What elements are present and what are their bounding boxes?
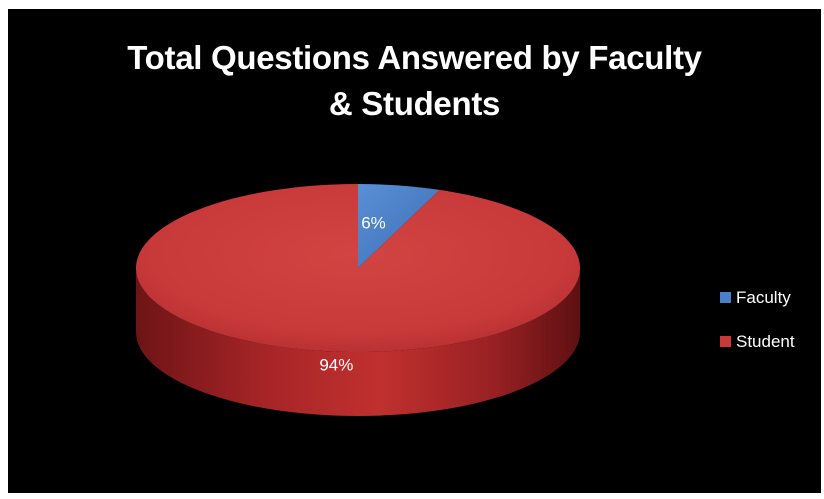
pie-side (136, 268, 580, 416)
chart-title-line-2: & Students (328, 85, 501, 122)
legend-swatch-faculty (720, 292, 731, 303)
pie-slice-faculty (358, 184, 440, 268)
legend-label-student: Student (736, 331, 795, 351)
legend: Faculty Student (720, 287, 795, 375)
data-label-faculty: 6% (361, 214, 386, 233)
pie-chart: 6% 94% (136, 184, 581, 416)
chart-frame: Total Questions Answered by Faculty & St… (8, 9, 821, 493)
legend-swatch-student (720, 336, 731, 347)
chart-title-line-1: Total Questions Answered by Faculty (127, 39, 702, 76)
legend-item-student: Student (720, 331, 795, 352)
pie-slice-student (136, 184, 581, 352)
legend-label-faculty: Faculty (736, 287, 791, 307)
chart-title: Total Questions Answered by Faculty & St… (8, 35, 821, 127)
data-label-student: 94% (319, 355, 353, 374)
legend-item-faculty: Faculty (720, 287, 795, 308)
